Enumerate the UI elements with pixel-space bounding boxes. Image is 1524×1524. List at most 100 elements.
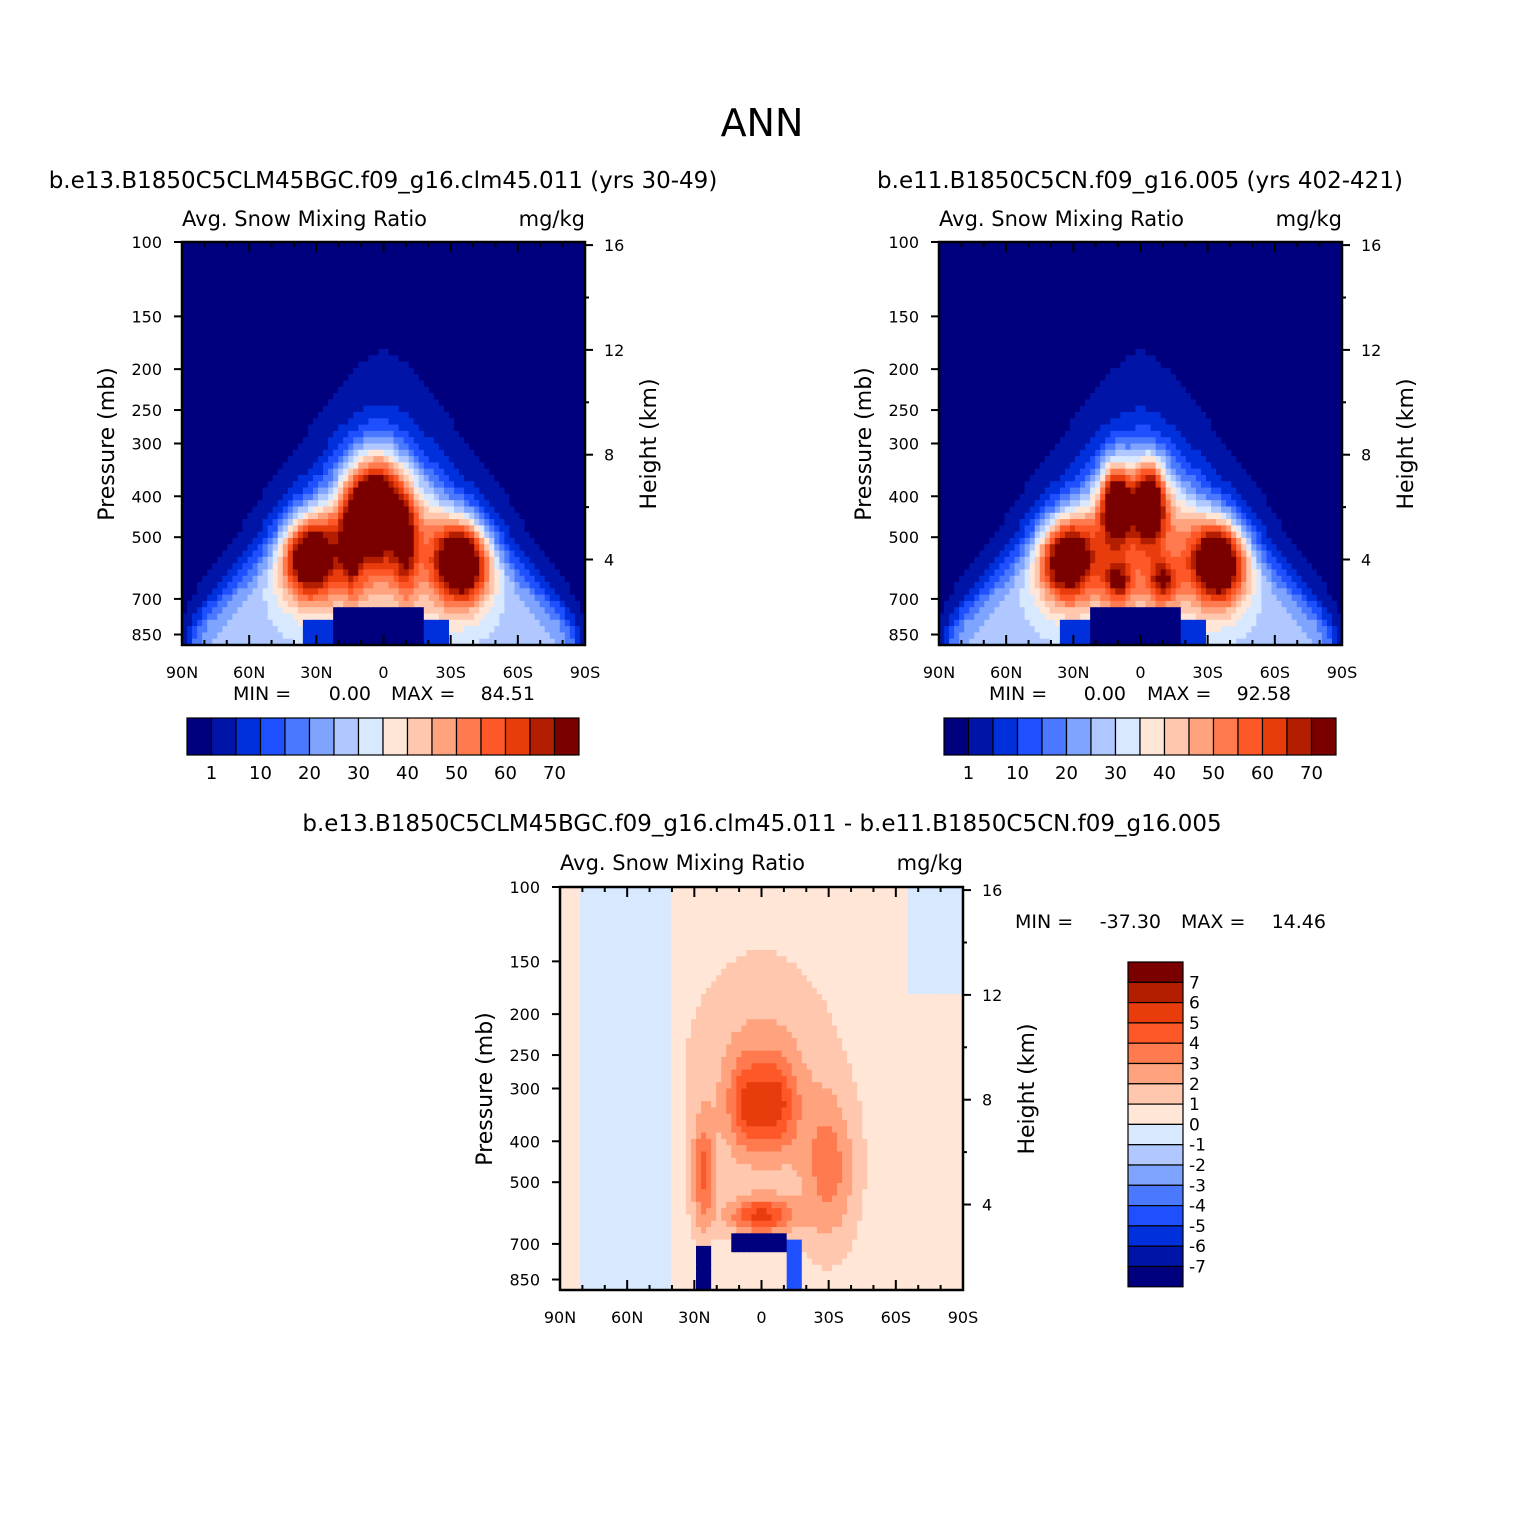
heatmap-cell (579, 355, 585, 363)
heatmap-cell (277, 292, 284, 300)
heatmap-cell (378, 550, 385, 558)
heatmap-cell (378, 449, 385, 457)
heatmap-cell (459, 405, 465, 413)
heatmap-cell (393, 304, 400, 312)
heatmap-cell (494, 298, 500, 306)
heatmap-cell (302, 260, 309, 268)
heatmap-cell (378, 430, 385, 438)
heatmap-cell (524, 531, 531, 539)
heatmap-cell (519, 600, 526, 608)
heatmap-cell (489, 374, 495, 382)
heatmap-cell (428, 437, 435, 445)
heatmap-cell (534, 537, 541, 545)
heatmap-cell (484, 582, 490, 589)
heatmap-cell (408, 242, 415, 249)
heatmap-cell (388, 292, 395, 300)
heatmap-cell (262, 594, 269, 602)
heatmap-cell (408, 550, 415, 558)
heatmap-cell (464, 449, 470, 457)
heatmap-cell (333, 254, 339, 262)
heatmap-cell (187, 248, 193, 256)
heatmap-cell (328, 355, 334, 363)
heatmap-cell (192, 355, 198, 363)
heatmap-cell (257, 430, 264, 438)
heatmap-cell (464, 443, 470, 451)
heatmap-cell (343, 575, 349, 583)
heatmap-cell (413, 317, 420, 325)
heatmap-cell (489, 393, 495, 401)
heatmap-cell (252, 449, 259, 457)
heatmap-cell (423, 537, 430, 545)
heatmap-cell (464, 254, 470, 262)
heatmap-cell (454, 556, 460, 564)
heatmap-cell (272, 286, 279, 293)
heatmap-cell (373, 405, 380, 413)
heatmap-cell (348, 367, 354, 375)
heatmap-cell (312, 267, 319, 275)
heatmap-cell (418, 443, 425, 451)
heatmap-cell (464, 607, 470, 615)
heatmap-cell (524, 393, 531, 401)
heatmap-cell (569, 355, 576, 363)
heatmap-cell (252, 512, 259, 520)
heatmap-cell (333, 386, 339, 394)
heatmap-cell (348, 273, 354, 281)
heatmap-cell (358, 361, 364, 369)
heatmap-cell (247, 575, 254, 583)
heatmap-cell (353, 248, 359, 256)
heatmap-cell (262, 556, 269, 564)
heatmap-cell (187, 336, 193, 344)
heatmap-cell (297, 279, 304, 287)
heatmap-cell (247, 531, 254, 539)
heatmap-cell (287, 626, 294, 634)
heatmap-cell (262, 374, 269, 382)
heatmap-cell (443, 493, 450, 501)
heatmap-cell (448, 248, 455, 256)
heatmap-cell (423, 468, 430, 476)
heatmap-cell (267, 380, 274, 388)
heatmap-cell (182, 544, 188, 552)
heatmap-cell (202, 500, 208, 508)
heatmap-cell (312, 594, 319, 602)
heatmap-cell (443, 393, 450, 401)
heatmap-cell (373, 569, 380, 577)
heatmap-cell (484, 361, 490, 369)
heatmap-cell (257, 575, 264, 583)
heatmap-cell (378, 330, 385, 338)
heatmap-cell (398, 531, 405, 539)
heatmap-cell (479, 506, 485, 514)
heatmap-cell (554, 430, 561, 438)
heatmap-cell (287, 550, 294, 558)
heatmap-cell (257, 449, 264, 457)
heatmap-cell (237, 626, 244, 634)
heatmap-cell (433, 456, 440, 463)
heatmap-cell (292, 449, 299, 457)
heatmap-cell (292, 594, 299, 602)
heatmap-cell (242, 424, 249, 432)
heatmap-cell (277, 298, 284, 306)
heatmap-cell (207, 506, 213, 514)
heatmap-cell (368, 550, 375, 558)
heatmap-cell (489, 311, 495, 319)
heatmap-cell (403, 349, 410, 356)
heatmap-cell (474, 267, 480, 275)
heatmap-cell (383, 380, 390, 388)
heatmap-cell (579, 563, 585, 571)
heatmap-cell (423, 531, 430, 539)
heatmap-cell (202, 531, 208, 539)
heatmap-cell (499, 311, 505, 319)
heatmap-cell (514, 323, 521, 331)
heatmap-cell (423, 474, 430, 482)
heatmap-cell (423, 582, 430, 589)
heatmap-cell (302, 550, 309, 558)
heatmap-cell (272, 311, 279, 319)
heatmap-cell (272, 632, 279, 640)
heatmap-cell (403, 481, 410, 489)
heatmap-cell (232, 456, 239, 463)
heatmap-cell (212, 607, 218, 615)
heatmap-cell (448, 506, 455, 514)
heatmap-cell (202, 248, 208, 256)
heatmap-cell (479, 367, 485, 375)
heatmap-cell (433, 519, 440, 526)
heatmap-cell (287, 386, 294, 394)
